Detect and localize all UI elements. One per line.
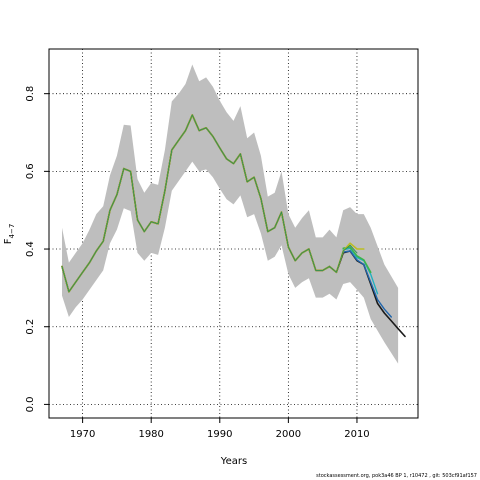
y-axis-label-subscript: 4−7 bbox=[8, 224, 16, 239]
x-axis: 1970 1980 1990 2000 2010 bbox=[70, 418, 370, 440]
y-axis-label-main: F bbox=[3, 238, 14, 244]
confidence-band bbox=[62, 64, 399, 364]
x-tick-label: 2000 bbox=[276, 429, 301, 440]
y-tick-label: 0.0 bbox=[25, 396, 36, 412]
y-axis-label: F4−7 bbox=[3, 224, 16, 245]
y-axis: 0.0 0.2 0.4 0.6 0.8 bbox=[25, 86, 49, 412]
x-tick-label: 1990 bbox=[207, 429, 232, 440]
y-tick-label: 0.8 bbox=[25, 86, 36, 102]
y-tick-label: 0.4 bbox=[25, 241, 36, 257]
series-lines bbox=[61, 114, 406, 338]
footer-credit: stockassessment.org, pok3a46 BP 1, r1047… bbox=[316, 473, 477, 479]
series-line-6 bbox=[61, 114, 358, 293]
x-tick-label: 1980 bbox=[138, 429, 163, 440]
series-line-3 bbox=[342, 247, 379, 295]
x-tick-label: 1970 bbox=[70, 429, 95, 440]
y-tick-label: 0.2 bbox=[25, 319, 36, 335]
series-line-2 bbox=[342, 250, 392, 318]
confidence-band-area bbox=[62, 64, 399, 364]
y-tick-label: 0.6 bbox=[25, 163, 36, 179]
plot-frame bbox=[48, 48, 419, 419]
x-tick-label: 2010 bbox=[344, 429, 369, 440]
x-axis-label: Years bbox=[220, 456, 247, 467]
